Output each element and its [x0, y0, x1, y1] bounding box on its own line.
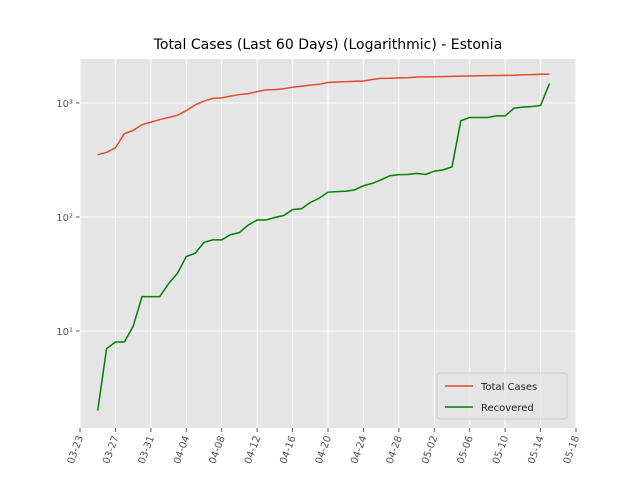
legend-text: Total Cases: [480, 382, 537, 393]
x-tick-label: 03-23: [66, 434, 86, 465]
x-tick-label: 04-28: [385, 434, 405, 465]
legend-text: Recovered: [481, 403, 534, 414]
x-tick-label: 03-27: [101, 434, 121, 465]
x-tick-label: 04-12: [243, 434, 263, 465]
x-tick-label: 05-02: [420, 434, 440, 465]
y-tick-label: 10²: [56, 213, 73, 224]
x-tick-label: 04-20: [314, 434, 334, 465]
x-tick-label: 04-16: [278, 434, 298, 465]
chart-title: Total Cases (Last 60 Days) (Logarithmic)…: [153, 37, 503, 53]
x-tick-label: 03-31: [137, 434, 157, 465]
legend: Total Cases Recovered: [436, 372, 568, 420]
x-tick-label: 05-18: [562, 434, 582, 465]
x-tick-label: 04-04: [172, 434, 192, 465]
x-tick-label: 05-14: [526, 434, 546, 465]
y-tick-label: 10³: [56, 99, 73, 110]
x-tick-label: 05-06: [456, 434, 476, 465]
x-tick-label: 04-08: [208, 434, 228, 465]
line-series: [97, 73, 550, 156]
line-series: [96, 83, 551, 411]
x-tick-label: 05-10: [491, 434, 511, 465]
x-tick-label: 04-24: [349, 434, 369, 465]
y-tick-label: 10¹: [56, 327, 73, 338]
